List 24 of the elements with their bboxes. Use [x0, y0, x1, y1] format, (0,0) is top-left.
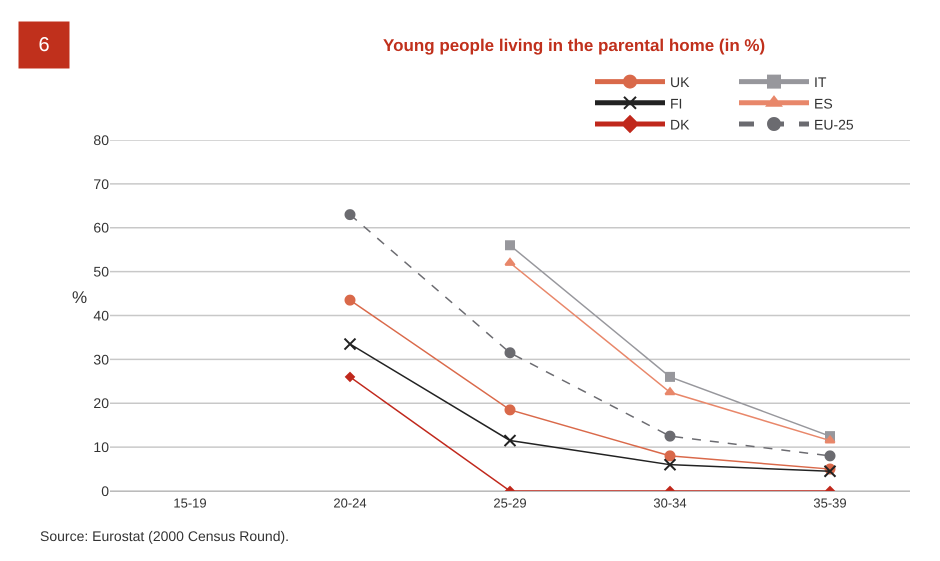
x-tick-label: 20-24 [333, 496, 367, 511]
legend-label: EU-25 [814, 116, 854, 132]
legend-label: ES [814, 95, 833, 112]
y-tick-label: 40 [93, 307, 110, 324]
legend-label: IT [814, 74, 827, 90]
legend-label: DK [670, 116, 690, 132]
x-tick-label: 25-29 [493, 496, 527, 511]
x-tick-label: 30-34 [653, 496, 687, 511]
y-tick-label: 50 [93, 264, 110, 280]
y-tick-label: 30 [93, 351, 110, 368]
y-tick-label: 0 [101, 482, 110, 499]
y-tick-label: 80 [93, 132, 110, 148]
source-note: Source: Eurostat (2000 Census Round). [40, 528, 290, 544]
y-tick-label: 20 [93, 395, 110, 412]
chart-subtitle: 6 [38, 34, 50, 56]
legend-label: FI [670, 95, 682, 112]
y-tick-label: 70 [93, 176, 110, 192]
x-tick-label: 35-39 [813, 496, 847, 511]
chart-title: Young people living in the parental home (in %) [383, 36, 766, 55]
y-axis-title: % [72, 288, 88, 307]
y-tick-label: 10 [93, 439, 110, 456]
x-tick-label: 15-19 [173, 496, 207, 511]
y-tick-label: 60 [93, 220, 110, 236]
legend-label: UK [670, 74, 690, 90]
